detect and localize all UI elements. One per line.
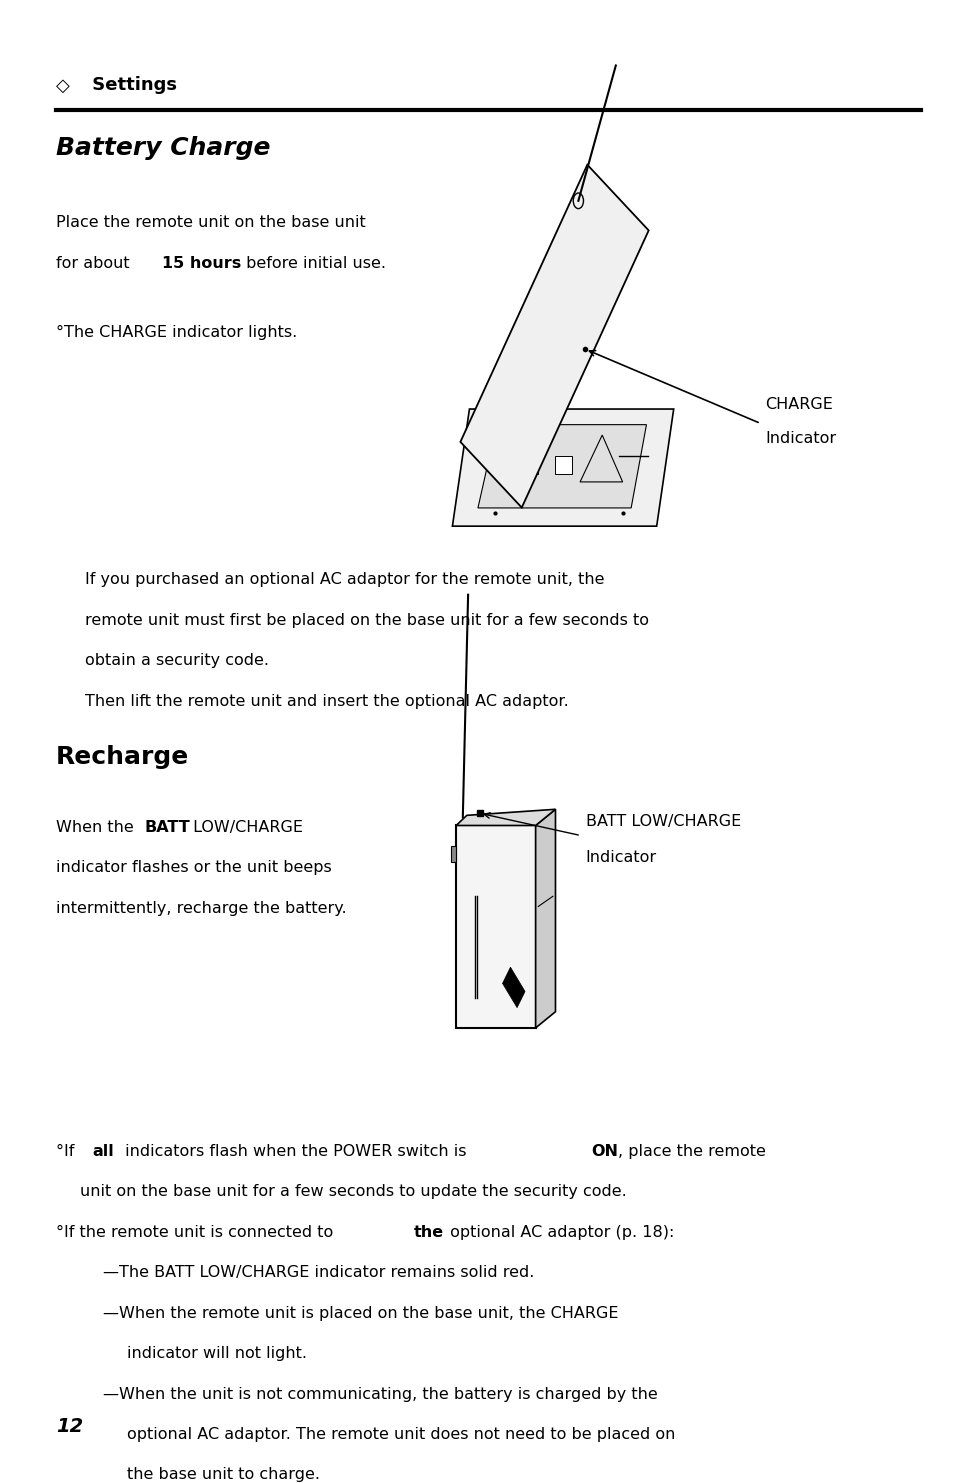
Text: LOW/CHARGE: LOW/CHARGE xyxy=(188,820,302,835)
Polygon shape xyxy=(456,810,555,826)
Text: If you purchased an optional AC adaptor for the remote unit, the: If you purchased an optional AC adaptor … xyxy=(85,572,603,587)
Text: Indicator: Indicator xyxy=(585,850,657,865)
Text: 12: 12 xyxy=(56,1416,83,1436)
Text: indicators flash when the POWER switch is: indicators flash when the POWER switch i… xyxy=(120,1143,472,1158)
Text: optional AC adaptor. The remote unit does not need to be placed on: optional AC adaptor. The remote unit doe… xyxy=(127,1427,675,1441)
Text: °The CHARGE indicator lights.: °The CHARGE indicator lights. xyxy=(56,325,297,340)
Text: When the: When the xyxy=(56,820,139,835)
Text: unit on the base unit for a few seconds to update the security code.: unit on the base unit for a few seconds … xyxy=(80,1183,626,1200)
Text: remote unit must first be placed on the base unit for a few seconds to: remote unit must first be placed on the … xyxy=(85,612,648,627)
Text: , place the remote: , place the remote xyxy=(618,1143,765,1158)
Text: 15 hours: 15 hours xyxy=(162,255,241,271)
Text: Settings: Settings xyxy=(87,77,177,95)
Text: ◇: ◇ xyxy=(56,77,70,95)
Text: Battery Charge: Battery Charge xyxy=(56,136,271,160)
Text: Indicator: Indicator xyxy=(764,430,836,446)
Text: the: the xyxy=(414,1225,443,1240)
Text: all: all xyxy=(92,1143,113,1158)
Text: for about: for about xyxy=(56,255,134,271)
Text: intermittently, recharge the battery.: intermittently, recharge the battery. xyxy=(56,900,347,915)
Text: °If: °If xyxy=(56,1143,80,1158)
Text: obtain a security code.: obtain a security code. xyxy=(85,654,268,669)
Text: CHARGE: CHARGE xyxy=(764,397,832,412)
Text: °If the remote unit is connected to: °If the remote unit is connected to xyxy=(56,1225,338,1240)
Polygon shape xyxy=(456,826,535,1028)
Text: —The BATT LOW/CHARGE indicator remains solid red.: —The BATT LOW/CHARGE indicator remains s… xyxy=(103,1265,535,1280)
Polygon shape xyxy=(477,424,646,509)
Text: BATT: BATT xyxy=(144,820,190,835)
Bar xyxy=(554,455,571,475)
Text: Place the remote unit on the base unit: Place the remote unit on the base unit xyxy=(56,215,366,230)
Text: Recharge: Recharge xyxy=(56,744,190,768)
Text: ON: ON xyxy=(591,1143,618,1158)
Text: indicator will not light.: indicator will not light. xyxy=(127,1347,307,1361)
Text: Then lift the remote unit and insert the optional AC adaptor.: Then lift the remote unit and insert the… xyxy=(85,694,568,709)
Text: before initial use.: before initial use. xyxy=(240,255,385,271)
Polygon shape xyxy=(502,967,524,1007)
Polygon shape xyxy=(460,165,648,507)
Text: the base unit to charge.: the base unit to charge. xyxy=(127,1468,320,1483)
Text: indicator flashes or the unit beeps: indicator flashes or the unit beeps xyxy=(56,860,332,875)
Polygon shape xyxy=(452,409,673,526)
Text: —When the remote unit is placed on the base unit, the CHARGE: —When the remote unit is placed on the b… xyxy=(103,1305,618,1320)
Text: BATT LOW/CHARGE: BATT LOW/CHARGE xyxy=(585,814,740,829)
Polygon shape xyxy=(535,810,555,1028)
Bar xyxy=(520,455,537,475)
Bar xyxy=(451,845,456,862)
Text: optional AC adaptor (p. 18):: optional AC adaptor (p. 18): xyxy=(444,1225,674,1240)
Text: —When the unit is not communicating, the battery is charged by the: —When the unit is not communicating, the… xyxy=(103,1387,658,1401)
